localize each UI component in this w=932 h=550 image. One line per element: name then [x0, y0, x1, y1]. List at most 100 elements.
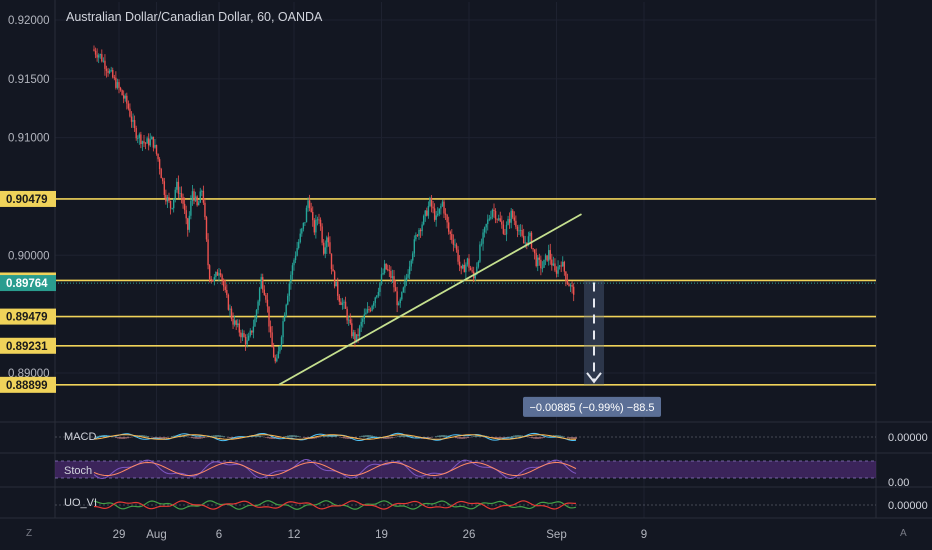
candle-body: [127, 103, 130, 109]
candle-body: [371, 305, 373, 311]
timezone-button[interactable]: Z: [26, 528, 33, 539]
candle-body: [243, 333, 245, 337]
candle-body: [357, 334, 359, 336]
candle-body: [199, 191, 201, 203]
candle-body: [390, 270, 392, 278]
candle-body: [235, 320, 237, 325]
candle-body: [318, 219, 320, 221]
candle-body: [240, 332, 242, 338]
candle-body: [451, 234, 453, 240]
candle-body: [566, 280, 569, 284]
candle-body: [396, 291, 398, 306]
candle-body: [496, 219, 498, 221]
candle-body: [524, 242, 526, 244]
candle-body: [568, 283, 570, 287]
candle-body: [468, 258, 470, 268]
candle-body: [363, 314, 366, 319]
candle-body: [408, 266, 411, 275]
level-price-tag: 0.90479: [6, 194, 48, 206]
candle-body: [244, 336, 247, 345]
candle-body: [204, 202, 206, 218]
candle-body: [104, 60, 106, 69]
candle-body: [393, 276, 395, 288]
candle-body: [144, 142, 147, 144]
last-price-tag: 0.89764: [6, 278, 48, 290]
candle-body: [237, 323, 239, 325]
candle-body: [118, 82, 120, 88]
candle-body: [222, 280, 225, 287]
candle-body: [258, 288, 261, 302]
candle-body: [219, 273, 222, 276]
candle-body: [505, 224, 508, 235]
candle-body: [404, 281, 406, 288]
vi-line: [93, 500, 577, 510]
candle-body: [165, 194, 167, 202]
candle-body: [233, 320, 236, 325]
indicator-label-uo-vi[interactable]: UO_VI: [64, 497, 98, 509]
candle-body: [113, 77, 116, 79]
indicator-label-stoch[interactable]: Stoch: [64, 465, 93, 477]
auto-scale-button[interactable]: A: [900, 528, 907, 539]
candle-body: [374, 297, 376, 303]
candle-body: [338, 295, 341, 302]
indicator-label-macd[interactable]: MACD: [64, 431, 97, 443]
candle-body: [479, 244, 481, 262]
candle-body: [458, 261, 461, 266]
candle-body: [537, 257, 539, 266]
candle-body: [430, 197, 433, 207]
candle-body: [376, 295, 378, 298]
candle-body: [119, 87, 122, 91]
candle-body: [399, 299, 401, 304]
candle-body: [535, 253, 537, 266]
candle-body: [194, 196, 197, 201]
candle-body: [516, 226, 519, 231]
candle-body: [415, 234, 417, 240]
candle-body: [480, 243, 483, 245]
candle-body: [112, 70, 114, 78]
trendline-group: [278, 213, 582, 386]
candle-body: [302, 222, 305, 229]
candle-body: [274, 357, 276, 362]
candle-body: [330, 253, 333, 270]
x-tick-label: Aug: [146, 529, 166, 541]
candle-body: [427, 205, 430, 216]
candle-body: [454, 244, 456, 246]
candle-body: [493, 209, 495, 212]
candle-body: [168, 197, 170, 202]
candle-body: [196, 196, 198, 206]
candle-body: [182, 197, 184, 204]
candle-body: [407, 274, 409, 278]
candle-body: [171, 208, 173, 210]
candle-body: [380, 274, 383, 283]
candle-body: [155, 144, 158, 154]
candle-body: [227, 294, 230, 310]
candle-body: [282, 321, 284, 338]
candle-body: [362, 318, 364, 322]
candle-body: [558, 265, 561, 267]
candle-body: [290, 274, 292, 284]
candle-body: [346, 308, 348, 321]
candle-body: [246, 340, 248, 345]
candle-body: [110, 70, 112, 71]
candle-body: [315, 219, 317, 233]
candle-body: [533, 249, 536, 254]
candle-body: [337, 281, 339, 296]
candle-body: [202, 190, 205, 203]
time-axis: 29 Aug 6 12 19 26 Sep 9: [113, 529, 648, 541]
candle-body: [412, 253, 414, 261]
candle-body: [349, 319, 351, 324]
candle-body: [421, 224, 423, 232]
candle-body: [413, 239, 416, 254]
candle-body: [383, 263, 386, 273]
candle-body: [310, 208, 312, 212]
candle-body: [96, 54, 98, 58]
uo-line: [93, 500, 577, 510]
candle-body: [512, 210, 514, 218]
candle-body: [226, 289, 228, 295]
candle-body: [391, 276, 394, 278]
candle-body: [308, 200, 311, 209]
x-tick-label: 6: [216, 529, 222, 541]
candle-body: [474, 274, 476, 279]
candle-body: [287, 295, 289, 305]
